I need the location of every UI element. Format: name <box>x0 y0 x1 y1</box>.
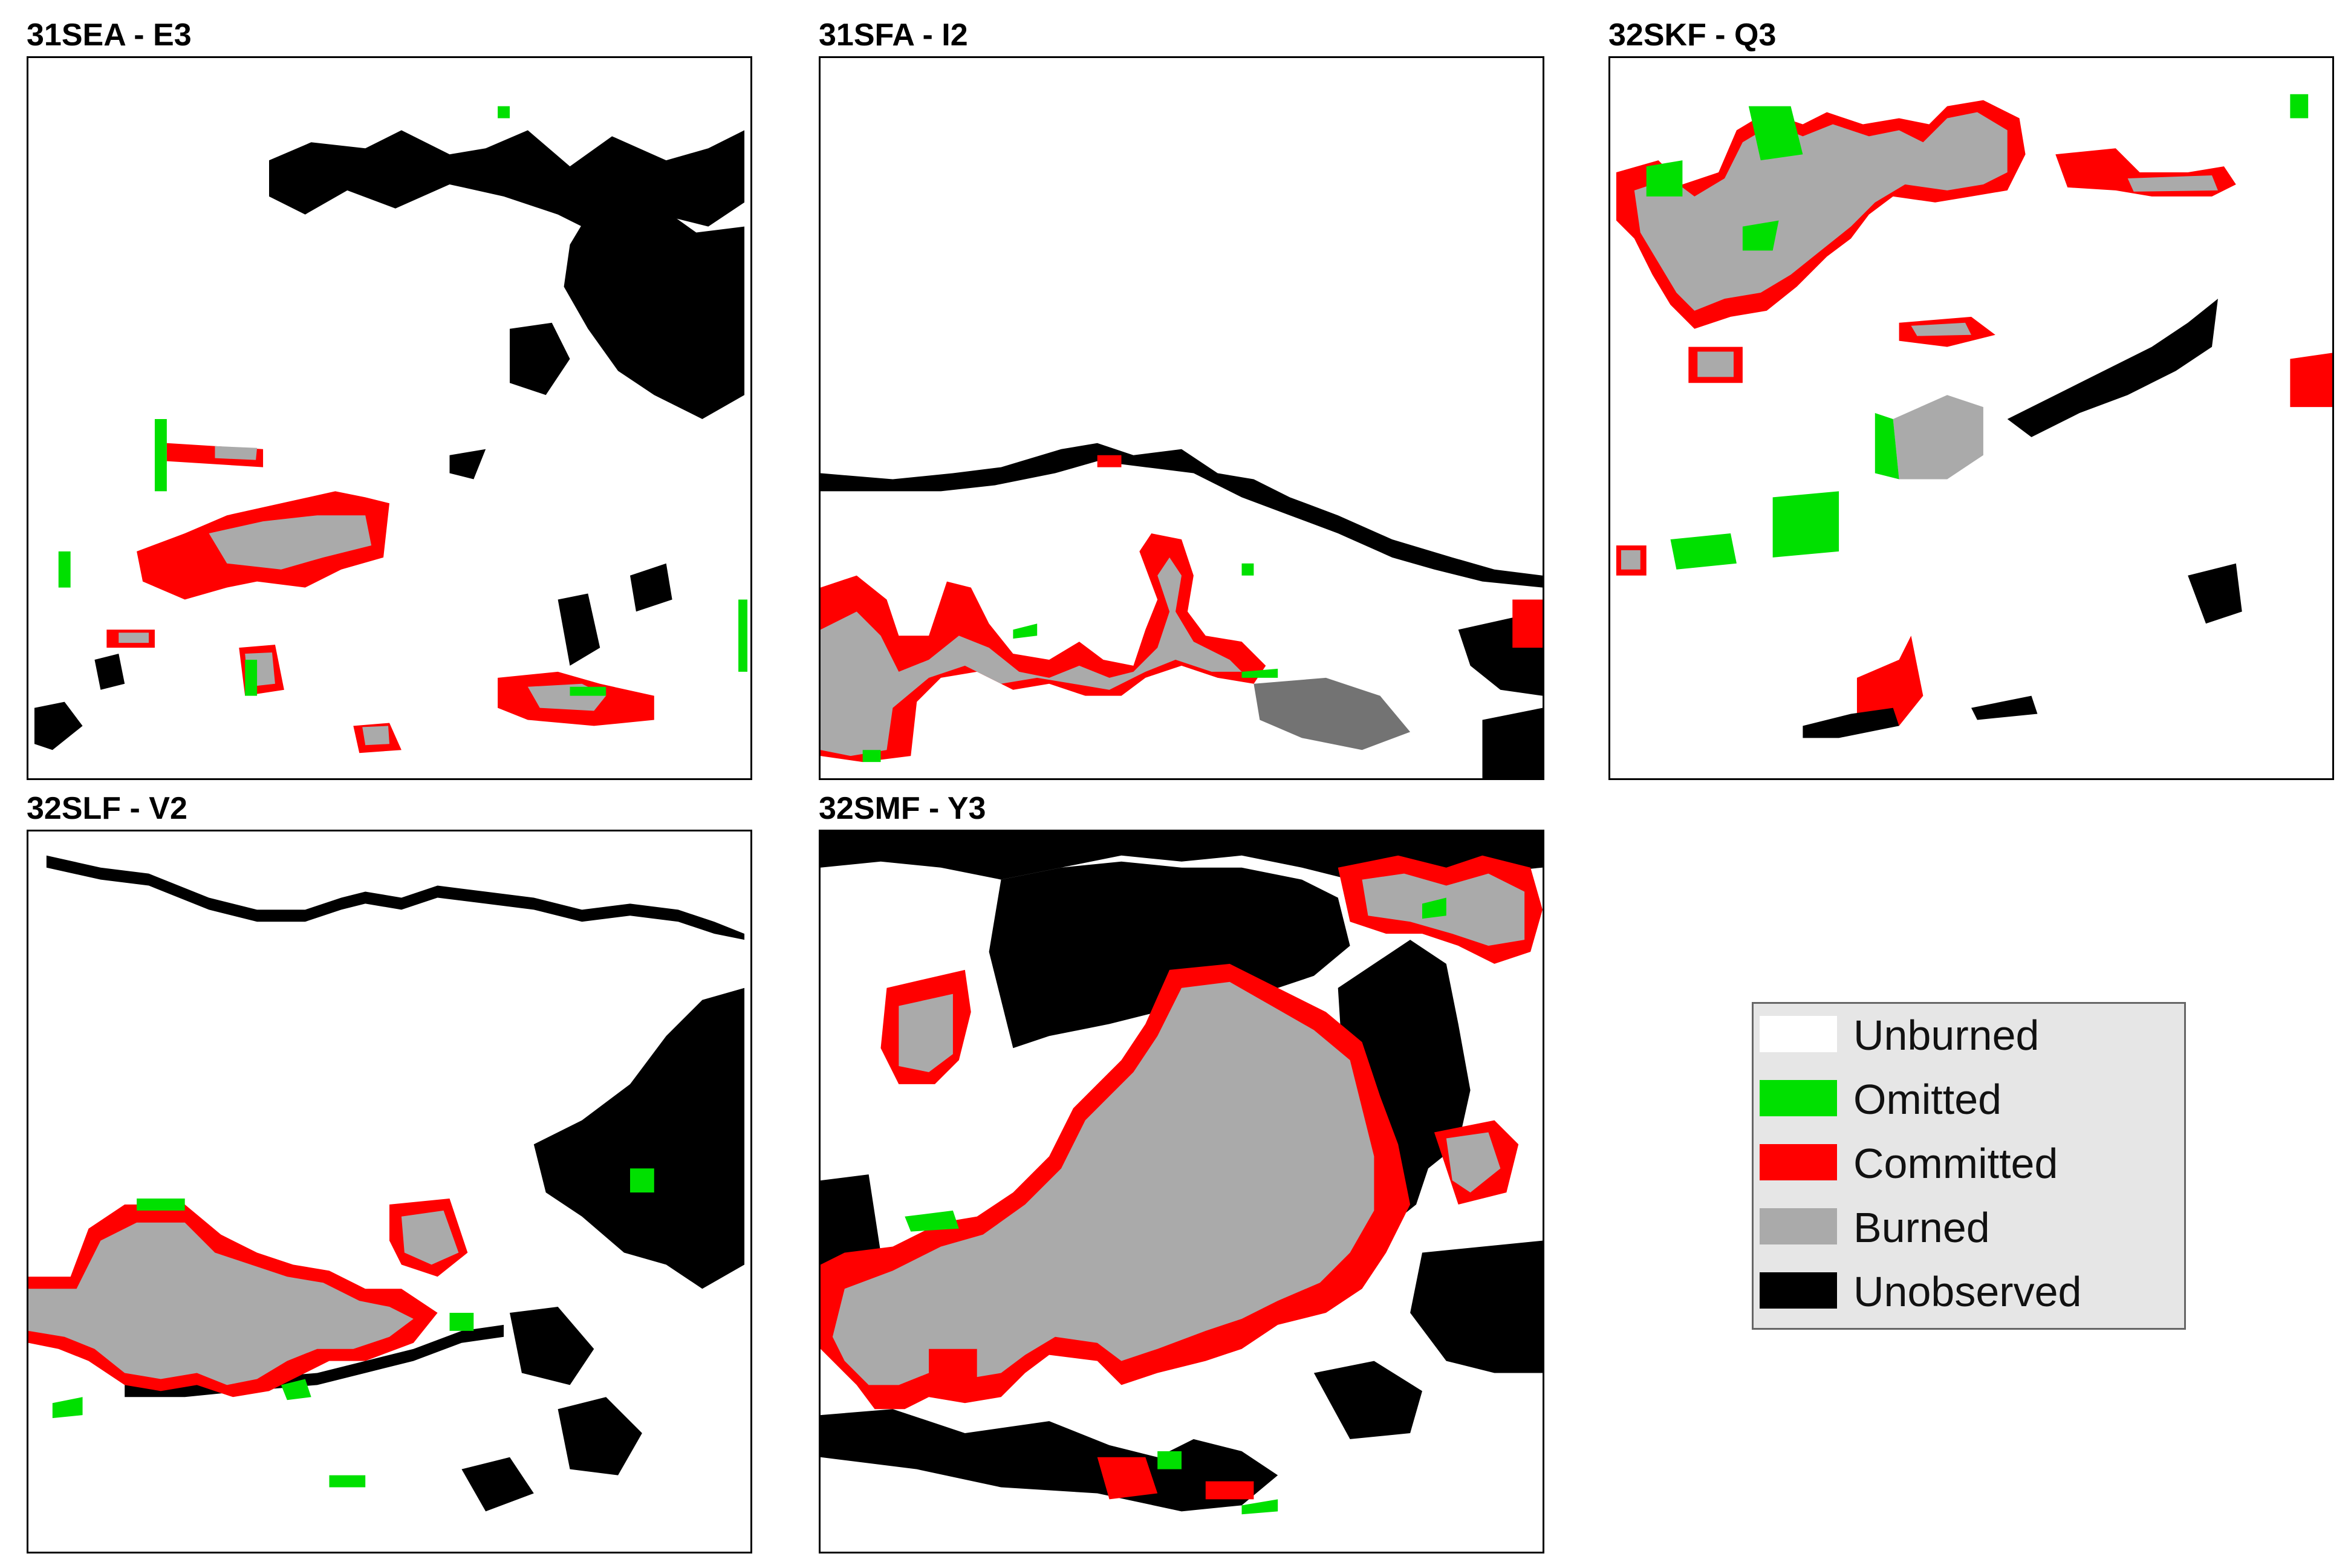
map-panel-32skf-q3: 32SKF - Q3 <box>1608 17 2334 780</box>
panel-title: 31SFA - I2 <box>819 18 968 53</box>
legend-item-committed: Committed <box>1760 1139 2177 1187</box>
legend-swatch <box>1760 1272 1837 1309</box>
legend-item-omitted: Omitted <box>1760 1075 2177 1123</box>
burn-map-image <box>34 106 748 753</box>
map-legend: Unburned Omitted Committed Burned Unobse… <box>1752 1002 2186 1330</box>
legend-swatch <box>1760 1080 1837 1116</box>
legend-item-burned: Burned <box>1760 1203 2177 1251</box>
legend-swatch <box>1760 1016 1837 1052</box>
legend-label: Unburned <box>1853 1012 2040 1059</box>
burn-map-image <box>1616 94 2332 738</box>
burn-map <box>27 830 752 1553</box>
legend-swatch <box>1760 1208 1837 1244</box>
map-panel-32slf-v2: 32SLF - V2 <box>27 790 752 1553</box>
legend-swatch <box>1760 1144 1837 1180</box>
map-panel-32smf-y3: 32SMF - Y3 <box>819 790 1544 1553</box>
burn-map <box>819 830 1544 1553</box>
burn-map <box>27 56 752 780</box>
panel-title: 32SLF - V2 <box>27 791 187 826</box>
legend-label: Omitted <box>1853 1076 2002 1123</box>
burn-map-image <box>821 443 1543 778</box>
legend-item-unobserved: Unobserved <box>1760 1267 2177 1315</box>
burn-map-image <box>821 831 1543 1515</box>
burn-map <box>1608 56 2334 780</box>
burn-map-image <box>28 855 745 1512</box>
map-panel-31sea-e3: 31SEA - E3 <box>27 17 752 780</box>
panel-title: 31SEA - E3 <box>27 18 192 53</box>
burn-map <box>819 56 1544 780</box>
legend-item-unburned: Unburned <box>1760 1011 2177 1059</box>
panel-title: 32SMF - Y3 <box>819 791 986 826</box>
map-panel-31sfa-i2: 31SFA - I2 <box>819 17 1544 780</box>
legend-label: Burned <box>1853 1204 1990 1251</box>
panel-title: 32SKF - Q3 <box>1608 18 1777 53</box>
legend-label: Unobserved <box>1853 1268 2082 1315</box>
legend-label: Committed <box>1853 1140 2058 1187</box>
